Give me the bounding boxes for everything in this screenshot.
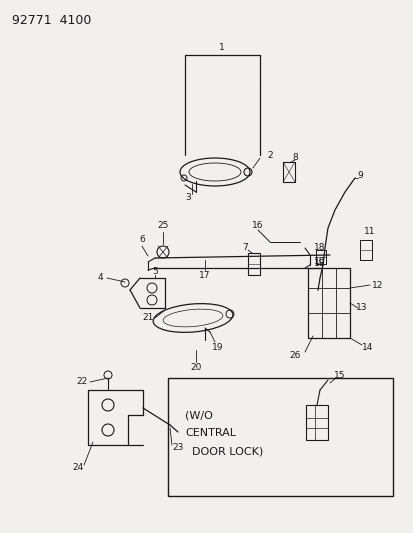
Text: 16: 16 xyxy=(252,221,263,230)
Text: CENTRAL: CENTRAL xyxy=(185,428,235,438)
Bar xyxy=(305,405,327,440)
Bar xyxy=(247,253,259,275)
Text: 20: 20 xyxy=(190,364,201,373)
Bar xyxy=(307,268,349,338)
Text: 2: 2 xyxy=(266,150,272,159)
Text: 25: 25 xyxy=(157,222,168,230)
Text: 15: 15 xyxy=(333,370,345,379)
Text: 7: 7 xyxy=(242,244,247,253)
Text: 8: 8 xyxy=(292,152,297,161)
Text: 13: 13 xyxy=(356,303,367,312)
Text: 26: 26 xyxy=(289,351,300,359)
Text: 92771  4100: 92771 4100 xyxy=(12,14,91,27)
Text: 11: 11 xyxy=(363,228,375,237)
Text: 3: 3 xyxy=(185,193,190,203)
Text: 18: 18 xyxy=(313,259,325,268)
Bar xyxy=(359,240,371,260)
Text: (W/O: (W/O xyxy=(185,410,212,420)
Bar xyxy=(168,378,392,496)
Text: 23: 23 xyxy=(172,443,183,453)
Text: 6: 6 xyxy=(139,236,145,245)
Text: 10: 10 xyxy=(313,257,325,266)
Text: 1: 1 xyxy=(218,44,224,52)
Bar xyxy=(315,250,325,264)
Text: 21: 21 xyxy=(142,313,153,322)
Text: 14: 14 xyxy=(361,343,373,352)
Text: 5: 5 xyxy=(152,268,157,277)
Text: DOOR LOCK): DOOR LOCK) xyxy=(185,446,263,456)
Text: 18: 18 xyxy=(313,244,325,253)
Text: 19: 19 xyxy=(212,343,223,352)
Text: 12: 12 xyxy=(371,280,383,289)
Text: 17: 17 xyxy=(199,271,210,279)
Text: 24: 24 xyxy=(72,464,83,472)
Bar xyxy=(282,162,294,182)
Text: 22: 22 xyxy=(76,377,88,386)
Text: 4: 4 xyxy=(97,273,102,282)
Text: 9: 9 xyxy=(356,171,362,180)
